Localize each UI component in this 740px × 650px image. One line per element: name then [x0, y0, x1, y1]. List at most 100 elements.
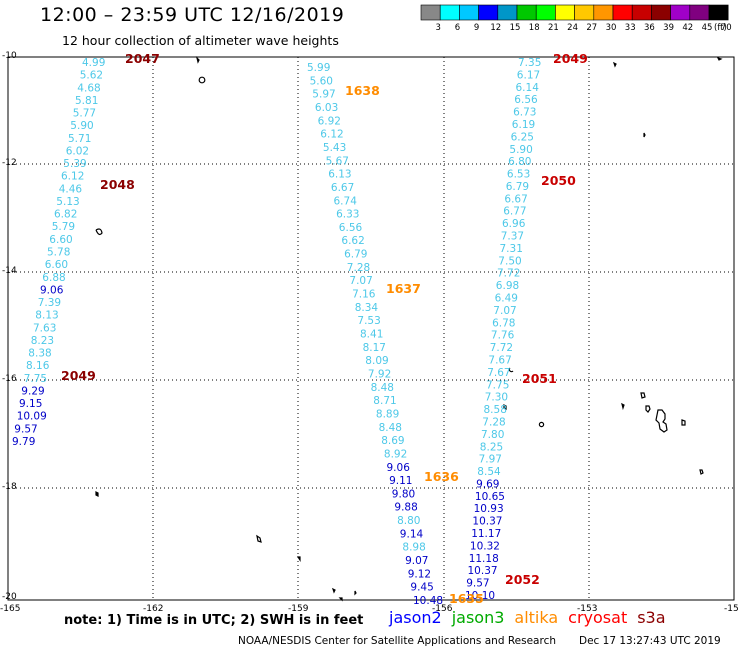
island: [699, 469, 704, 475]
island: [645, 405, 651, 413]
wave-height-value: 6.92: [318, 115, 341, 127]
wave-height-value: 6.12: [61, 171, 84, 183]
wave-height-value: 6.77: [503, 206, 526, 218]
wave-height-value: 7.28: [482, 417, 505, 429]
wave-height-value: 8.80: [397, 515, 420, 527]
wave-height-value: 6.88: [42, 272, 65, 284]
island: [354, 590, 357, 596]
island: [716, 56, 723, 61]
wave-height-value: 8.69: [381, 435, 404, 447]
wave-height-value: 6.79: [344, 249, 367, 261]
wave-height-value: 5.71: [68, 133, 91, 145]
wave-height-value: 8.17: [363, 342, 386, 354]
wave-height-value: 8.38: [28, 348, 51, 360]
legend-s3a: s3a: [637, 608, 666, 627]
y-tick-label: -18: [2, 482, 17, 492]
colorbar-swatch: [670, 4, 691, 21]
colorbar-label: 39: [663, 23, 674, 33]
wave-height-value: 6.73: [513, 107, 536, 119]
track-label: 2047: [125, 51, 160, 66]
wave-height-value: 6.96: [502, 218, 526, 230]
wave-height-value: 6.60: [45, 259, 68, 271]
wave-height-value: 7.16: [352, 289, 376, 301]
track-values: 4.995.624.685.815.775.905.716.025.396.12…: [12, 57, 541, 607]
colorbar-label: 9: [474, 23, 479, 33]
wave-height-value: 8.41: [360, 329, 383, 341]
pass-label: 1635: [449, 591, 484, 606]
wave-height-value: 7.50: [498, 255, 521, 267]
wave-height-value: 7.72: [490, 342, 513, 354]
wave-height-value: 10.10: [465, 590, 495, 602]
pass-label: 2050: [541, 173, 576, 188]
wave-height-value: 8.92: [384, 448, 407, 460]
x-axis-labels: -165 -162 -159 -156 -153 -15: [0, 604, 739, 614]
wave-height-value: 10.65: [475, 491, 505, 503]
wave-height-value: 6.67: [331, 182, 354, 194]
wave-height-value: 5.60: [310, 75, 333, 87]
wave-height-value: 6.49: [495, 293, 518, 305]
wave-height-value: 8.98: [402, 542, 425, 554]
wave-height-value: 4.99: [82, 57, 105, 69]
wave-height-value: 10.93: [474, 503, 504, 515]
colorbar-label: 70: [721, 23, 732, 33]
pass-label: 1637: [386, 281, 421, 296]
colorbar-swatch: [535, 4, 556, 21]
legend-cryosat: cryosat: [568, 608, 628, 627]
wave-height-value: 7.80: [481, 429, 504, 441]
colorbar-swatch: [516, 4, 537, 21]
generated-timestamp: Dec 17 13:27:43 UTC 2019: [579, 635, 721, 647]
wave-height-value: 9.57: [14, 423, 37, 435]
wave-height-value: 9.88: [394, 502, 417, 514]
wave-height-value: 8.16: [26, 360, 50, 372]
wave-height-value: 7.39: [38, 297, 61, 309]
wave-height-value: 6.56: [339, 222, 363, 234]
wave-height-value: 6.33: [336, 209, 359, 221]
island: [331, 587, 336, 594]
colorbar-label: 24: [567, 23, 578, 33]
colorbar-label: 42: [682, 23, 693, 33]
colorbar-swatch: [689, 4, 710, 21]
colorbar-swatch: [439, 4, 460, 21]
track-label: 1638: [345, 83, 380, 98]
note-text: note: 1) Time is in UTC; 2) SWH is in fe…: [64, 613, 364, 628]
wave-height-value: 9.11: [389, 475, 412, 487]
wave-height-value: 4.68: [77, 82, 100, 94]
legend-jason2: jason2: [389, 608, 442, 627]
wave-height-value: 11.18: [469, 553, 499, 565]
wave-height-value: 5.97: [312, 89, 335, 101]
wave-height-value: 7.72: [497, 268, 520, 280]
pass-label: 2051: [522, 371, 557, 386]
satellite-legend: jason2 jason3 altika cryosat s3a: [389, 608, 676, 627]
wave-height-value: 9.57: [466, 578, 489, 590]
colorbar-unit: (ft): [714, 23, 727, 33]
wave-height-value: 7.63: [33, 322, 56, 334]
wave-height-value: 7.75: [486, 379, 509, 391]
wave-height-value: 5.77: [73, 108, 96, 120]
wave-height-value: 10.32: [470, 540, 500, 552]
wave-height-value: 6.53: [507, 169, 530, 181]
wave-height-value: 5.13: [56, 196, 79, 208]
track-label: 2049: [553, 51, 588, 66]
wave-height-value: 8.48: [379, 422, 402, 434]
wave-height-value: 5.39: [63, 158, 86, 170]
colorbar-label: 21: [548, 23, 559, 33]
wave-height-value: 5.62: [80, 70, 103, 82]
wave-height-value: 7.28: [347, 262, 370, 274]
x-tick-label: -159: [288, 604, 309, 614]
y-tick-label: -12: [2, 158, 17, 168]
pass-label: 2048: [100, 177, 135, 192]
colorbar-swatch: [574, 4, 595, 21]
wave-height-value: 7.37: [501, 231, 524, 243]
wave-height-value: 5.90: [70, 120, 93, 132]
colorbar-swatch: [420, 4, 441, 21]
wave-height-value: 9.45: [410, 582, 433, 594]
pass-label: 1636: [424, 469, 459, 484]
y-tick-label: -20: [2, 592, 17, 602]
wave-height-value: 5.99: [307, 62, 330, 74]
wave-height-value: 5.79: [52, 221, 75, 233]
pass-label: 2049: [61, 368, 96, 383]
wave-height-value: 9.15: [19, 398, 42, 410]
island: [643, 132, 646, 138]
wave-height-value: 6.19: [512, 119, 535, 131]
wave-height-value: 5.67: [326, 155, 349, 167]
